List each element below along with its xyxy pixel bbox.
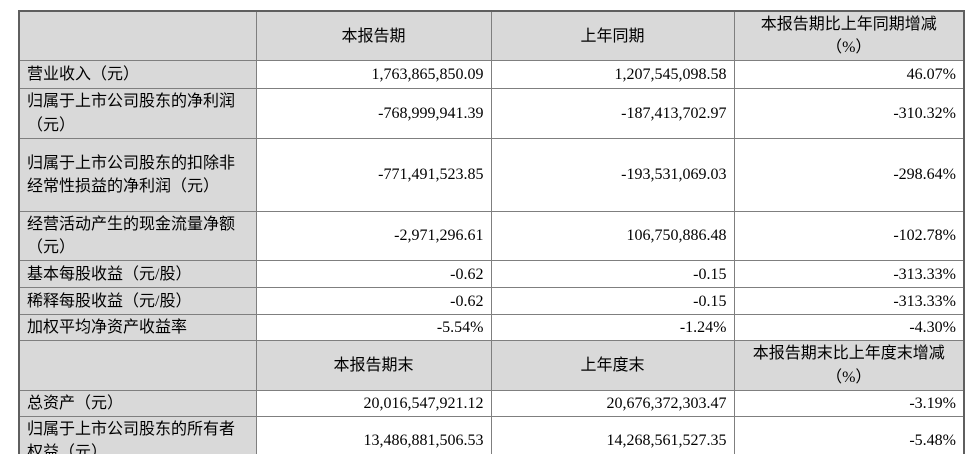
prior-value: -193,531,069.03: [490, 137, 735, 212]
header-current-end: 本报告期末: [255, 340, 492, 391]
prior-value: 1,207,545,098.58: [490, 60, 735, 90]
row-label: 基本每股收益（元/股）: [18, 260, 257, 289]
current-value: -2,971,296.61: [255, 210, 492, 262]
period-header-row: 本报告期 上年同期 本报告期比上年同期增减 （%）: [18, 10, 965, 62]
current-value: -771,491,523.85: [255, 137, 492, 212]
row-label: 归属于上市公司股东的所有者权益（元）: [18, 415, 257, 454]
table-row: 归属于上市公司股东的所有者权益（元） 13,486,881,506.53 14,…: [18, 415, 965, 454]
row-label: 经营活动产生的现金流量净额（元）: [18, 210, 257, 262]
prior-value: 20,676,372,303.47: [490, 389, 735, 417]
current-value: -0.62: [255, 287, 492, 316]
table-row: 基本每股收益（元/股） -0.62 -0.15 -313.33%: [18, 260, 965, 289]
header-current-period: 本报告期: [255, 10, 492, 62]
header-end-change: 本报告期末比上年度末增减 （%）: [733, 340, 965, 391]
header-period-change-line2: （%）: [826, 39, 872, 57]
change-value: -313.33%: [733, 287, 965, 316]
table-row: 营业收入（元） 1,763,865,850.09 1,207,545,098.5…: [18, 60, 965, 90]
header-end-change-line1: 本报告期末比上年度末增减: [752, 345, 945, 363]
table-row: 归属于上市公司股东的扣除非经常性损益的净利润（元） -771,491,523.8…: [18, 137, 965, 212]
row-label: 稀释每股收益（元/股）: [18, 287, 257, 316]
prior-value: -187,413,702.97: [490, 88, 735, 139]
header-prior-end: 上年度末: [490, 340, 735, 391]
header-prior-period: 上年同期: [490, 10, 735, 62]
current-value: 1,763,865,850.09: [255, 60, 492, 90]
row-label: 加权平均净资产收益率: [18, 314, 257, 342]
current-value: -768,999,941.39: [255, 88, 492, 139]
current-value: 20,016,547,921.12: [255, 389, 492, 417]
row-label: 归属于上市公司股东的净利润（元）: [18, 88, 257, 139]
header-period-change: 本报告期比上年同期增减 （%）: [733, 10, 965, 62]
change-value: -102.78%: [733, 210, 965, 262]
prior-value: 106,750,886.48: [490, 210, 735, 262]
current-value: -0.62: [255, 260, 492, 289]
table-row: 加权平均净资产收益率 -5.54% -1.24% -4.30%: [18, 314, 965, 342]
header-period-change-line1: 本报告期比上年同期增减: [760, 16, 937, 33]
prior-value: 14,268,561,527.35: [490, 415, 735, 454]
row-label: 营业收入（元）: [18, 60, 257, 90]
current-value: 13,486,881,506.53: [255, 415, 492, 454]
change-value: -3.19%: [733, 389, 965, 417]
change-value: 46.07%: [733, 60, 965, 90]
table-row: 经营活动产生的现金流量净额（元） -2,971,296.61 106,750,8…: [18, 210, 965, 262]
change-value: -4.30%: [733, 314, 965, 342]
table-row: 稀释每股收益（元/股） -0.62 -0.15 -313.33%: [18, 287, 965, 316]
change-value: -313.33%: [733, 260, 965, 289]
row-label: 总资产（元）: [18, 389, 257, 417]
end-header-row: 本报告期末 上年度末 本报告期末比上年度末增减 （%）: [18, 340, 965, 391]
current-value: -5.54%: [255, 314, 492, 342]
header-empty-cell: [18, 10, 257, 62]
prior-value: -1.24%: [490, 314, 735, 342]
prior-value: -0.15: [490, 260, 735, 289]
header-end-change-line2: （%）: [826, 368, 872, 386]
table-row: 归属于上市公司股东的净利润（元） -768,999,941.39 -187,41…: [18, 88, 965, 139]
row-label: 归属于上市公司股东的扣除非经常性损益的净利润（元）: [18, 137, 257, 212]
prior-value: -0.15: [490, 287, 735, 316]
header-empty-cell: [18, 340, 257, 391]
table-row: 总资产（元） 20,016,547,921.12 20,676,372,303.…: [18, 389, 965, 417]
change-value: -310.32%: [733, 88, 965, 139]
change-value: -298.64%: [733, 137, 965, 212]
change-value: -5.48%: [733, 415, 965, 454]
key-financials-table: 本报告期 上年同期 本报告期比上年同期增减 （%） 营业收入（元） 1,763,…: [18, 10, 965, 454]
